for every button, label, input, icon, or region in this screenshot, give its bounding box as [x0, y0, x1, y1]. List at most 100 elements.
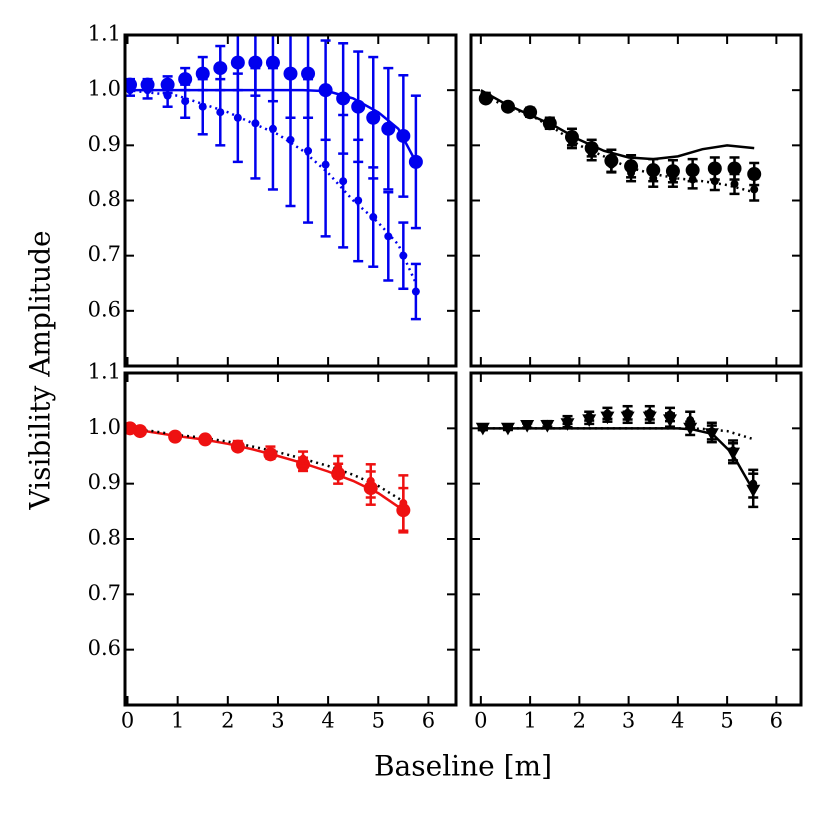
- marker: [126, 86, 135, 95]
- x-tick-label: 4: [321, 709, 334, 733]
- x-tick-label: 0: [121, 709, 134, 733]
- x-axis-label: Baseline [m]: [374, 750, 552, 783]
- marker: [286, 135, 295, 144]
- marker: [399, 499, 408, 508]
- marker: [603, 409, 612, 418]
- marker: [321, 160, 330, 169]
- model-line: [480, 89, 755, 161]
- marker: [543, 419, 552, 428]
- panel-frame: [123, 33, 458, 368]
- marker: [201, 435, 210, 444]
- x-tick-label: 1: [523, 709, 536, 733]
- marker: [299, 454, 308, 463]
- marker: [213, 61, 228, 76]
- y-tick-label: 0.8: [88, 526, 121, 550]
- x-tick-label: 2: [573, 709, 586, 733]
- marker: [136, 427, 145, 436]
- marker: [384, 232, 393, 241]
- marker: [645, 408, 654, 417]
- marker: [563, 416, 572, 425]
- marker: [351, 99, 366, 114]
- marker: [623, 408, 632, 417]
- marker: [411, 287, 420, 296]
- y-tick-label: 0.8: [88, 187, 121, 211]
- marker: [686, 416, 695, 425]
- x-tick-label: 3: [271, 709, 284, 733]
- marker: [668, 174, 677, 183]
- marker: [233, 440, 242, 449]
- y-tick-label: 1.1: [88, 22, 121, 46]
- panel-frame: [469, 371, 803, 707]
- marker: [727, 161, 742, 176]
- marker: [143, 86, 152, 95]
- marker: [503, 423, 512, 432]
- y-tick-label: 0.9: [88, 132, 121, 156]
- x-tick-label: 5: [372, 709, 385, 733]
- panel: 0.6 0.7 0.8 0.9 1.0 1.1: [88, 22, 458, 368]
- y-axis-label: Visibility Amplitude: [24, 230, 57, 510]
- marker: [381, 121, 396, 136]
- marker: [339, 177, 348, 186]
- marker: [526, 109, 535, 118]
- x-tick-label: 5: [720, 709, 733, 733]
- plot-area: [125, 35, 423, 321]
- x-tick-label: 6: [770, 709, 783, 733]
- x-tick-label: 3: [622, 709, 635, 733]
- model-line: [480, 91, 755, 194]
- panel: 0.6 0.7 0.8 0.9 1.0 1.1 0 1 2 3 4 5 6: [88, 360, 458, 733]
- model-line: [127, 427, 405, 512]
- marker: [710, 177, 719, 186]
- y-tick-label: 0.9: [88, 470, 121, 494]
- y-tick-label: 0.6: [88, 636, 121, 660]
- marker: [366, 110, 381, 125]
- marker: [216, 108, 225, 117]
- marker: [178, 72, 193, 87]
- marker: [396, 128, 411, 143]
- marker: [481, 91, 490, 100]
- marker: [408, 154, 423, 169]
- y-tick-label: 1.0: [88, 415, 121, 439]
- marker: [266, 447, 275, 456]
- marker: [268, 124, 277, 133]
- marker: [749, 479, 758, 488]
- y-tick-label: 0.7: [88, 581, 121, 605]
- panel-frame: [123, 371, 458, 707]
- marker: [334, 463, 343, 472]
- marker: [248, 55, 263, 70]
- marker: [545, 119, 554, 128]
- marker: [301, 66, 316, 81]
- marker: [198, 102, 207, 111]
- marker: [707, 427, 716, 436]
- marker: [503, 102, 512, 111]
- x-tick-label: 6: [422, 709, 435, 733]
- x-tick-label: 4: [671, 709, 684, 733]
- marker: [649, 174, 658, 183]
- panel: [469, 33, 803, 368]
- marker: [195, 66, 210, 81]
- model-line: [127, 427, 404, 503]
- marker: [304, 146, 313, 155]
- y-tick-label: 1.0: [88, 77, 121, 101]
- x-tick-label: 2: [221, 709, 234, 733]
- marker: [399, 251, 408, 260]
- y-tick-label: 1.1: [88, 360, 121, 384]
- marker: [369, 213, 378, 222]
- y-tick-label: 0.7: [88, 242, 121, 266]
- plot-area: [478, 89, 762, 202]
- marker: [523, 421, 532, 430]
- marker: [233, 113, 242, 122]
- marker: [336, 91, 351, 106]
- marker: [567, 138, 576, 147]
- plot-area: [475, 404, 761, 509]
- marker: [665, 410, 674, 419]
- marker: [585, 412, 594, 421]
- marker: [126, 424, 135, 433]
- marker: [607, 160, 616, 169]
- y-tick-label: 0.6: [88, 297, 121, 321]
- marker: [587, 149, 596, 158]
- marker: [750, 185, 759, 194]
- marker: [230, 55, 245, 70]
- marker: [729, 446, 738, 455]
- panel-frame: [469, 33, 803, 368]
